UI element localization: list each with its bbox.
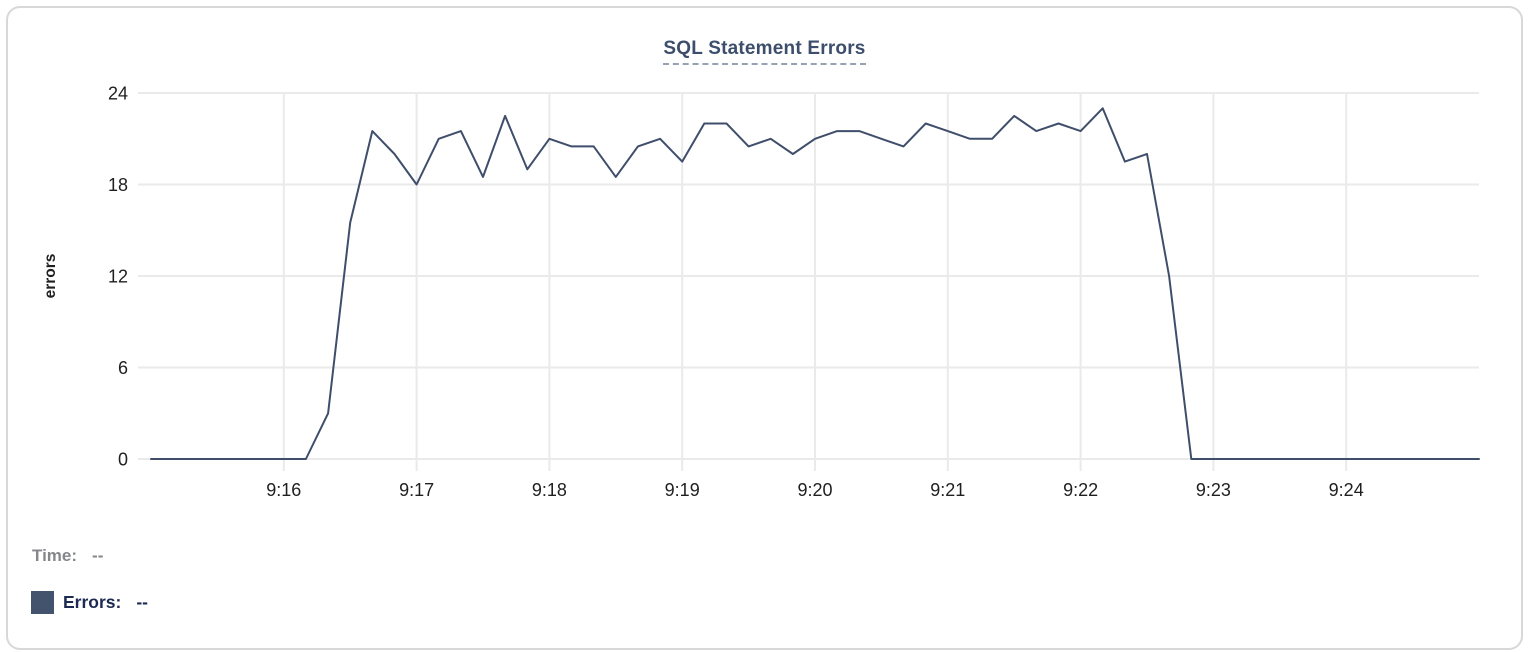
x-tick-label: 9:16 <box>266 480 301 500</box>
time-label: Time: <box>32 546 78 565</box>
y-tick-label: 12 <box>108 267 128 287</box>
x-tick-label: 9:24 <box>1329 480 1364 500</box>
errors-series-swatch <box>31 591 54 614</box>
y-tick-label: 0 <box>118 450 128 470</box>
series-line-errors <box>150 107 1480 460</box>
hover-readout-time: Time: -- <box>32 546 103 566</box>
y-tick-label: 6 <box>118 358 128 378</box>
time-value: -- <box>92 546 104 565</box>
x-tick-label: 9:20 <box>797 480 832 500</box>
errors-value: -- <box>136 592 149 612</box>
y-tick-label: 18 <box>108 175 128 195</box>
chart-card: SQL Statement Errors 0 6 12 18 24 9:16 9:17 9:1… <box>6 6 1523 650</box>
errors-line-chart[interactable]: 0 6 12 18 24 9:16 9:17 9:18 9:19 9:20 9:21 9:22 9:23… <box>8 63 1528 513</box>
hover-readout-errors: Errors: -- <box>31 591 148 614</box>
x-tick-label: 9:19 <box>665 480 700 500</box>
x-tick-label: 9:22 <box>1063 480 1098 500</box>
y-axis-title: errors <box>42 254 59 299</box>
errors-label: Errors: <box>63 592 122 612</box>
x-tick-label: 9:23 <box>1196 480 1231 500</box>
chart-header: SQL Statement Errors <box>8 38 1521 65</box>
x-tick-label: 9:21 <box>930 480 965 500</box>
x-tick-label: 9:17 <box>399 480 434 500</box>
chart-title[interactable]: SQL Statement Errors <box>663 38 866 65</box>
x-tick-label: 9:18 <box>532 480 567 500</box>
y-tick-label: 24 <box>108 84 128 104</box>
